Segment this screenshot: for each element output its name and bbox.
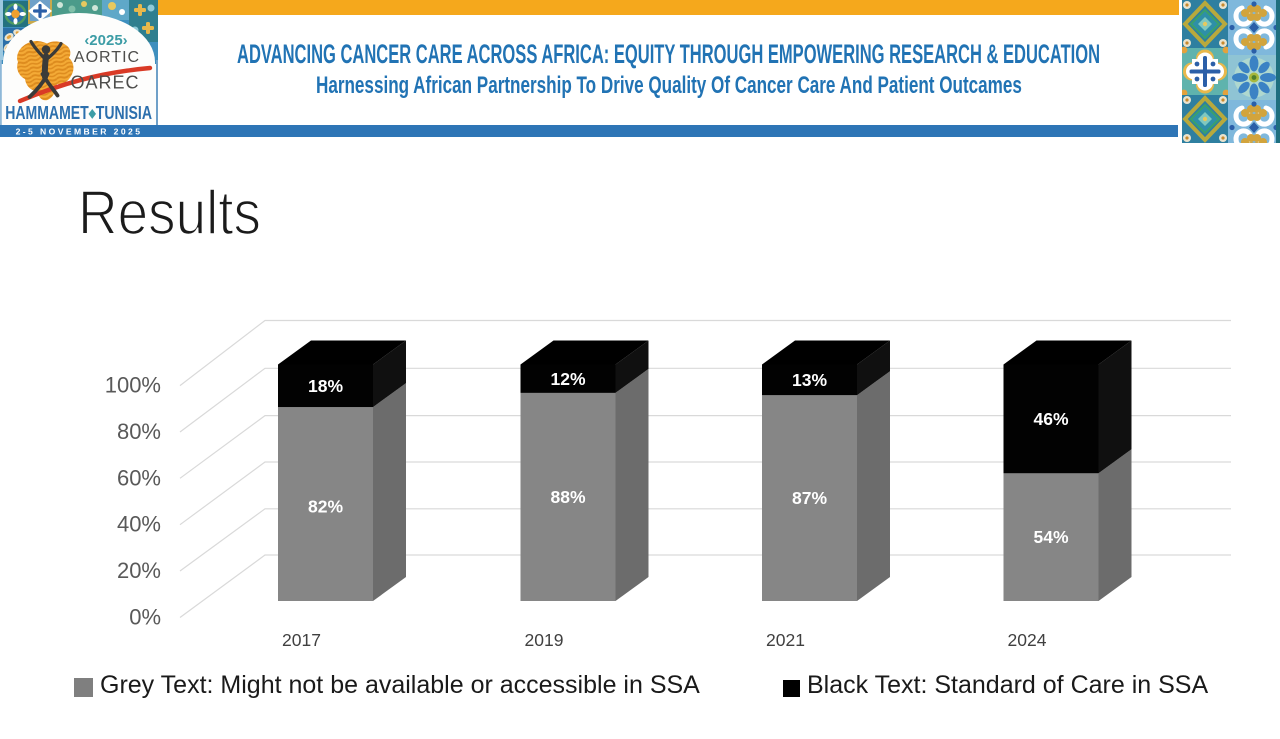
svg-text:2021: 2021 [766, 630, 805, 650]
svg-text:0%: 0% [129, 605, 161, 630]
svg-text:18%: 18% [308, 376, 343, 396]
svg-text:20%: 20% [117, 558, 161, 583]
svg-text:82%: 82% [308, 497, 343, 517]
svg-text:100%: 100% [105, 373, 161, 398]
svg-text:2-5 NOVEMBER 2025: 2-5 NOVEMBER 2025 [16, 127, 143, 137]
svg-text:13%: 13% [792, 370, 827, 390]
svg-text:60%: 60% [117, 465, 161, 490]
svg-text:2017: 2017 [282, 630, 321, 650]
svg-text:46%: 46% [1033, 409, 1068, 429]
svg-text:‹2025›: ‹2025› [84, 32, 127, 49]
svg-text:87%: 87% [792, 488, 827, 508]
svg-text:HAMMAMET◆TUNISIA: HAMMAMET◆TUNISIA [5, 103, 152, 123]
svg-text:88%: 88% [550, 487, 585, 507]
svg-text:OAREC: OAREC [70, 73, 139, 93]
svg-text:2019: 2019 [525, 630, 564, 650]
svg-text:12%: 12% [550, 369, 585, 389]
svg-text:54%: 54% [1033, 527, 1068, 547]
svg-text:80%: 80% [117, 419, 161, 444]
svg-text:AORTIC: AORTIC [74, 49, 140, 66]
svg-text:40%: 40% [117, 512, 161, 537]
svg-text:2024: 2024 [1008, 630, 1047, 650]
